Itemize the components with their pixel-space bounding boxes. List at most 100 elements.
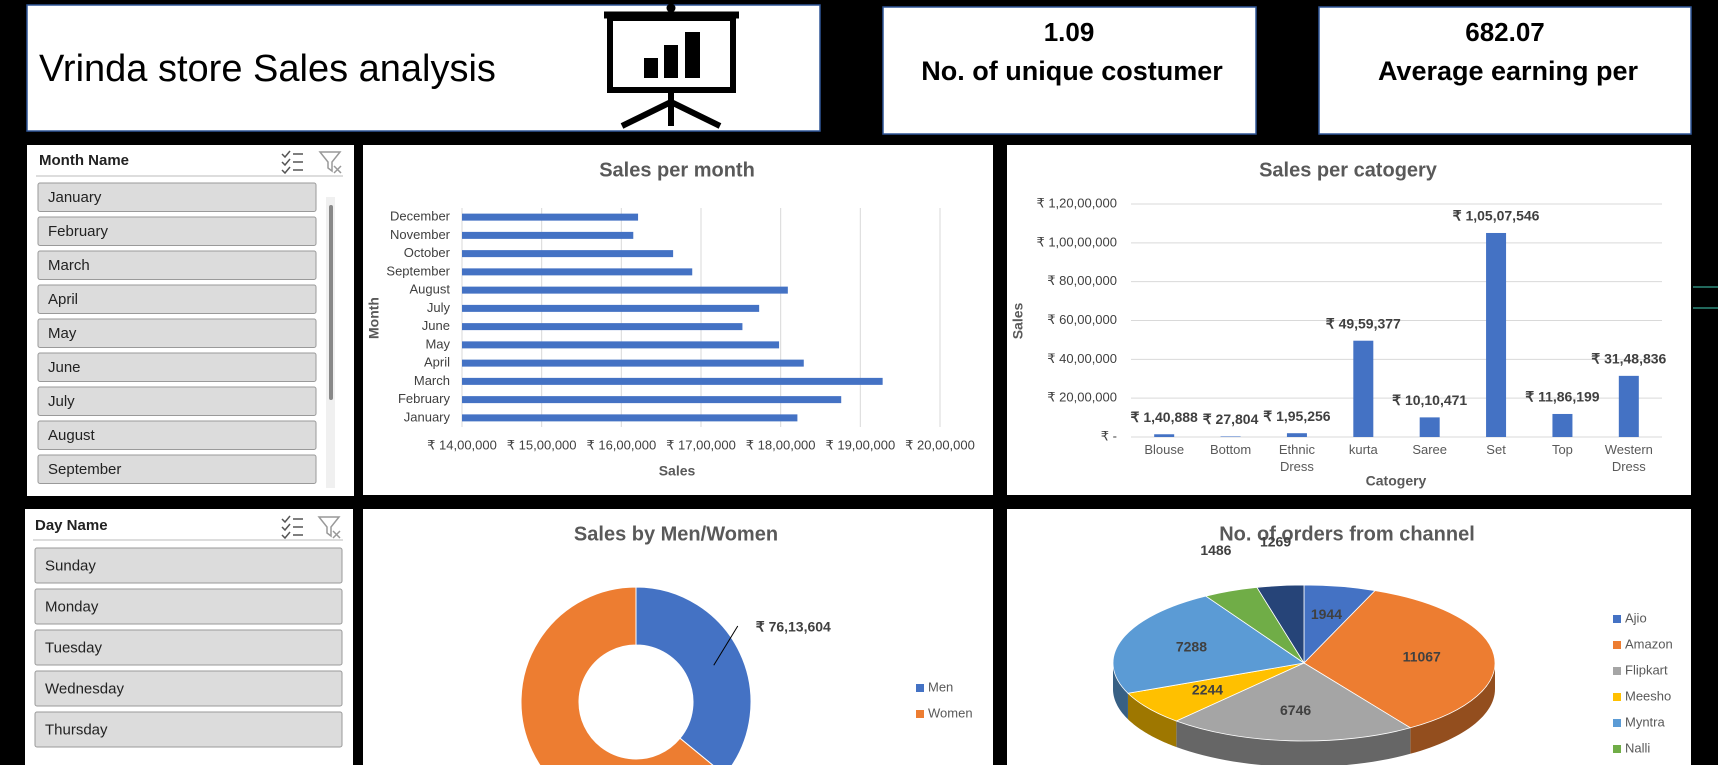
legend-label: Women [928, 705, 973, 720]
bar [462, 396, 842, 404]
slicer-button-bg [34, 670, 343, 707]
data-label: ₹ 27,804 [1203, 411, 1259, 427]
y-tick-label: ₹ 1,00,00,000 [1036, 234, 1117, 249]
slicer-button[interactable]: July [37, 386, 317, 416]
slicer-button-bg [37, 352, 317, 382]
data-label: 2244 [1192, 682, 1223, 698]
bar [462, 304, 760, 312]
slicer-button[interactable]: Sunday [34, 547, 343, 584]
data-label: 11067 [1403, 649, 1441, 665]
kpi-panel [1318, 6, 1692, 135]
x-tick-label-box: Set [1486, 442, 1506, 457]
slicer-item-label: April [48, 291, 78, 308]
slicer-button-bg [37, 318, 317, 348]
bar [462, 250, 674, 258]
x-tick-label-box: Saree [1412, 442, 1447, 457]
slicer-item-label: Monday [45, 598, 99, 615]
chart-title: Sales per catogery [1259, 159, 1438, 181]
data-label: 6746 [1280, 702, 1311, 718]
y-tick-label: January [404, 409, 451, 424]
chart-panel [363, 145, 993, 495]
x-tick-label: ₹ 18,00,000 [746, 437, 816, 452]
legend-label: Nalli [1625, 740, 1650, 755]
legend-swatch [1613, 615, 1621, 623]
slicer-button-bg [37, 284, 317, 314]
data-label: ₹ 11,86,199 [1525, 389, 1600, 405]
pie-side [1176, 721, 1411, 765]
legend-label: Myntra [1625, 714, 1666, 729]
slicer-button[interactable]: Wednesday [34, 670, 343, 707]
x-tick-label-box: Top [1551, 442, 1573, 457]
slicer-button[interactable]: August [37, 420, 317, 450]
legend-label: Amazon [1625, 636, 1673, 651]
x-tick-label-box: Blouse [1144, 442, 1184, 457]
data-label: 1269 [1260, 534, 1291, 550]
bar [462, 268, 693, 276]
slicer-button[interactable]: March [37, 250, 317, 280]
presentation-icon [604, 3, 739, 129]
y-tick-label: December [390, 209, 451, 224]
slicer-item-label: Sunday [45, 557, 96, 574]
x-tick-label: Set [1486, 442, 1506, 457]
x-axis-title: Catogery [1366, 473, 1427, 489]
data-label: 7288 [1176, 639, 1207, 655]
data-label: ₹ 31,48,836 [1591, 351, 1666, 367]
kpi-panel [882, 6, 1257, 135]
y-tick-label: March [414, 373, 450, 388]
slicer-button-bg [37, 216, 317, 246]
bar [462, 286, 788, 294]
bar [1154, 434, 1175, 437]
pie-slice [1256, 584, 1305, 665]
x-tick-label: ₹ 20,00,000 [905, 437, 975, 452]
legend-label: Ajio [1625, 610, 1647, 625]
x-axis-title: Sales [659, 463, 696, 479]
slicer-button[interactable]: Monday [34, 588, 343, 625]
header-title: Vrinda store Sales analysis [39, 48, 496, 90]
kpi-value: 682.07 [1465, 17, 1545, 47]
pie-side [1113, 663, 1128, 720]
legend-swatch [1613, 641, 1621, 649]
y-tick-label: May [425, 336, 450, 351]
slicer-button[interactable]: February [37, 216, 317, 246]
multi-select-icon[interactable] [281, 515, 303, 540]
x-tick-label: Bottom [1209, 442, 1252, 457]
bar [1286, 433, 1307, 437]
x-tick-label: Ethnic Dress [1278, 442, 1315, 474]
y-tick-label: ₹ 80,00,000 [1047, 273, 1117, 288]
clear-filter-icon[interactable] [317, 516, 341, 539]
multi-select-icon[interactable] [281, 150, 303, 175]
legend-label: Men [928, 679, 953, 694]
slicer-button[interactable]: June [37, 352, 317, 382]
slicer-item-label: September [48, 461, 121, 478]
slicer-button-bg [34, 629, 343, 666]
clear-filter-icon[interactable] [318, 151, 342, 174]
pie-side [1127, 693, 1177, 748]
pie-slice [1303, 590, 1496, 729]
slicer-button-bg [37, 454, 317, 484]
x-tick-label-box: Western Dress [1604, 442, 1653, 474]
scroll-thumb[interactable] [329, 205, 333, 400]
y-tick-label: April [424, 355, 450, 370]
slicer-button-bg [34, 588, 343, 625]
slicer-item-label: Wednesday [45, 680, 124, 697]
slicer-button[interactable]: May [37, 318, 317, 348]
slicer-button[interactable]: April [37, 284, 317, 314]
slicer-button[interactable]: September [37, 454, 317, 484]
slicer-button-bg [34, 547, 343, 584]
x-tick-label: Western Dress [1604, 442, 1653, 474]
slicer-button[interactable]: Thursday [34, 711, 343, 748]
bar [1419, 417, 1440, 437]
y-tick-label: June [422, 318, 450, 333]
bar [1486, 232, 1507, 437]
y-tick-label: February [398, 391, 451, 406]
data-label: ₹ 1,05,07,546 [1453, 208, 1540, 224]
slicer-button[interactable]: Tuesday [34, 629, 343, 666]
slicer-item-label: August [48, 427, 96, 444]
x-tick-label: ₹ 14,00,000 [427, 437, 497, 452]
x-tick-label: ₹ 17,00,000 [666, 437, 736, 452]
slicer-button[interactable]: January [37, 182, 317, 212]
donut-slice [635, 586, 752, 765]
x-tick-label: Top [1551, 442, 1573, 457]
